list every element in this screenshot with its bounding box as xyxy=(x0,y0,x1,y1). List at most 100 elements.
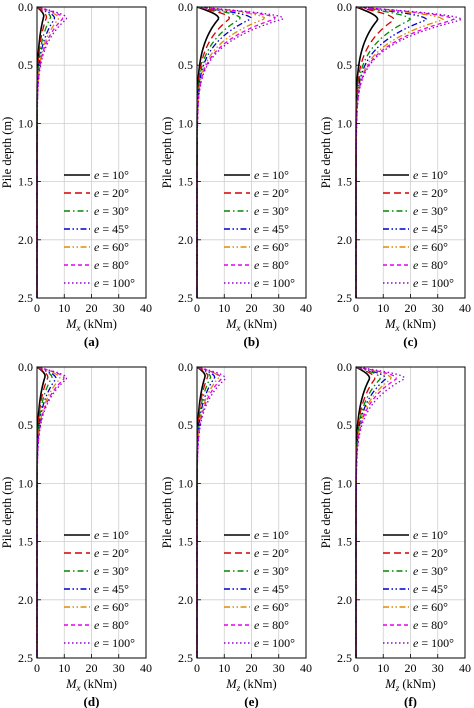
legend-label: e = 80° xyxy=(413,258,448,272)
legend-label: e = 10° xyxy=(413,168,448,182)
legend-symbol: e xyxy=(413,546,419,560)
legend-label: e = 100° xyxy=(254,276,295,290)
x-axis-symbol: M xyxy=(384,677,396,691)
legend-value: = 45° xyxy=(418,222,448,236)
x-tick-label: 20 xyxy=(246,661,258,675)
series-line-60deg xyxy=(355,6,445,298)
y-tick-label: 0.5 xyxy=(337,418,352,432)
y-tick-label: 0.0 xyxy=(337,0,352,14)
y-tick-label: 1.5 xyxy=(178,535,193,549)
legend-value: = 100° xyxy=(418,636,454,650)
x-axis-subscript: x xyxy=(235,323,240,333)
y-tick-label: 1.0 xyxy=(18,116,33,130)
legend-symbol: e xyxy=(94,636,100,650)
legend-symbol: e xyxy=(413,582,419,596)
legend-label: e = 20° xyxy=(94,546,129,560)
legend-symbol: e xyxy=(94,528,100,542)
legend-value: = 10° xyxy=(99,528,129,542)
legend-label: e = 20° xyxy=(254,186,289,200)
x-tick-label: 10 xyxy=(377,661,389,675)
y-tick-label: 2.5 xyxy=(18,651,33,665)
x-tick-label: 30 xyxy=(273,661,285,675)
legend-value: = 100° xyxy=(99,636,135,650)
panel-label: (c) xyxy=(403,334,417,349)
legend-symbol: e xyxy=(413,528,419,542)
x-axis-unit: (kNm) xyxy=(80,677,116,691)
legend-label: e = 30° xyxy=(94,204,129,218)
x-tick-label: 0 xyxy=(34,301,40,315)
x-tick-label: 10 xyxy=(377,301,389,315)
legend-label: e = 80° xyxy=(254,618,289,632)
x-tick-label: 20 xyxy=(86,661,98,675)
legend-value: = 100° xyxy=(259,636,295,650)
legend-symbol: e xyxy=(254,600,260,614)
x-tick-label: 30 xyxy=(113,661,125,675)
y-tick-label: 1.5 xyxy=(18,535,33,549)
legend-value: = 80° xyxy=(99,618,129,632)
x-axis-subscript: z xyxy=(395,683,400,693)
x-tick-label: 30 xyxy=(113,301,125,315)
series-line-10deg xyxy=(196,6,220,298)
legend-label: e = 60° xyxy=(254,600,289,614)
legend-label: e = 30° xyxy=(413,564,448,578)
legend-symbol: e xyxy=(413,276,419,290)
legend-label: e = 100° xyxy=(413,276,454,290)
y-tick-label: 2.0 xyxy=(337,233,352,247)
x-axis-unit: (kNm) xyxy=(240,677,276,691)
y-tick-label: 0.0 xyxy=(178,0,193,14)
y-tick-label: 0.0 xyxy=(337,360,352,374)
legend-value: = 45° xyxy=(99,582,129,596)
series-line-80deg xyxy=(36,6,64,298)
y-axis-title: Pile depth (m) xyxy=(160,477,174,549)
legend-value: = 30° xyxy=(418,204,448,218)
x-tick-label: 40 xyxy=(300,661,312,675)
series-line-10deg xyxy=(36,6,45,298)
x-tick-label: 10 xyxy=(58,661,70,675)
legend-label: e = 100° xyxy=(413,636,454,650)
legend-symbol: e xyxy=(413,168,419,182)
series-line-45deg xyxy=(355,6,428,298)
legend-symbol: e xyxy=(254,564,260,578)
x-tick-label: 20 xyxy=(405,301,417,315)
y-tick-label: 1.0 xyxy=(178,116,193,130)
legend-label: e = 100° xyxy=(94,276,135,290)
x-tick-label: 0 xyxy=(194,661,200,675)
x-axis-title: Mx (kNm) xyxy=(384,317,436,333)
legend-symbol: e xyxy=(254,240,260,254)
legend-label: e = 45° xyxy=(94,582,129,596)
legend-symbol: e xyxy=(413,600,419,614)
legend-value: = 30° xyxy=(99,204,129,218)
x-tick-label: 20 xyxy=(246,301,258,315)
legend-symbol: e xyxy=(254,204,260,218)
legend-label: e = 100° xyxy=(254,636,295,650)
legend-value: = 30° xyxy=(259,564,289,578)
series-line-80deg xyxy=(196,366,222,658)
legend-symbol: e xyxy=(413,564,419,578)
legend-label: e = 10° xyxy=(94,528,129,542)
legend-symbol: e xyxy=(94,258,100,272)
y-tick-label: 2.5 xyxy=(18,291,33,305)
x-axis-title: Mz (kNm) xyxy=(384,677,435,693)
legend-label: e = 45° xyxy=(413,582,448,596)
legend-label: e = 30° xyxy=(94,564,129,578)
x-axis-symbol: M xyxy=(225,677,237,691)
x-axis-unit: (kNm) xyxy=(399,317,435,331)
legend-symbol: e xyxy=(413,636,419,650)
legend-symbol: e xyxy=(94,582,100,596)
x-tick-label: 30 xyxy=(432,301,444,315)
y-axis-title: Pile depth (m) xyxy=(0,477,14,549)
legend-label: e = 30° xyxy=(254,204,289,218)
legend-label: e = 60° xyxy=(413,240,448,254)
x-axis-title: Mx (kNm) xyxy=(225,317,277,333)
x-axis-symbol: M xyxy=(384,317,396,331)
legend-symbol: e xyxy=(94,564,100,578)
x-tick-label: 20 xyxy=(86,301,98,315)
legend-value: = 10° xyxy=(259,528,289,542)
legend-value: = 45° xyxy=(259,582,289,596)
series-line-80deg xyxy=(355,6,456,298)
legend-value: = 10° xyxy=(418,168,448,182)
legend-value: = 80° xyxy=(99,258,129,272)
legend-value: = 60° xyxy=(259,600,289,614)
legend-value: = 10° xyxy=(259,168,289,182)
